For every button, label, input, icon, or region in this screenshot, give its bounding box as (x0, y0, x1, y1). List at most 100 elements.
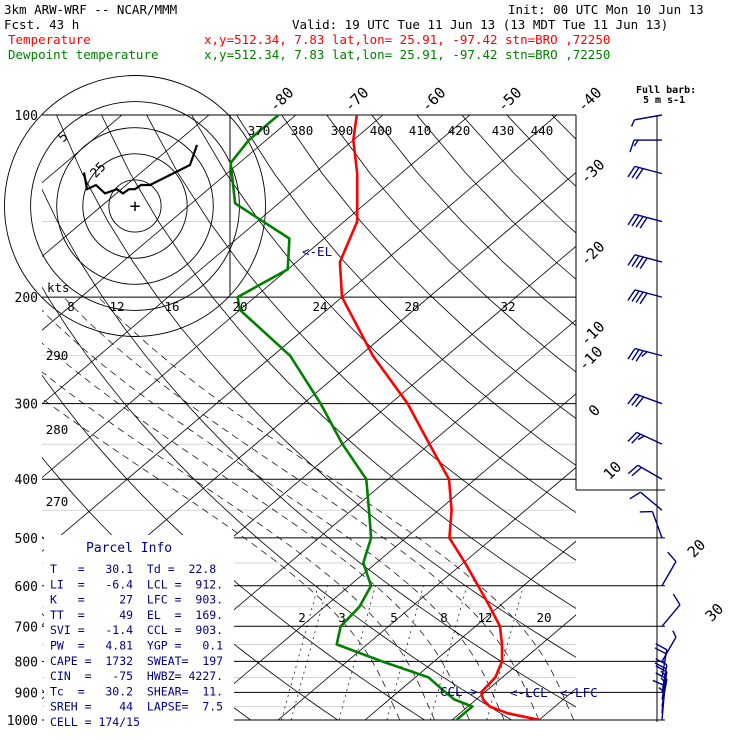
wind-barb-staff (651, 511, 663, 539)
wind-barb-flag (631, 466, 642, 477)
mixing-ratio-line (281, 585, 319, 720)
parcel-info-row: CELL = 174/15 (50, 715, 140, 729)
barb-legend-units: 5 m s-1 (643, 95, 685, 106)
valid-time: Valid: 19 UTC Tue 11 Jun 13 (13 MDT Tue … (292, 17, 668, 32)
parcel-info-row: T = 30.1 Td = 22.8 (50, 562, 216, 576)
wind-barb (627, 347, 663, 362)
wind-barb (627, 289, 663, 305)
isotherm-line (42, 115, 384, 405)
wind-barb-flag (641, 351, 648, 358)
pressure-tick-label: 1000 (7, 714, 38, 729)
pressure-tick-label: 200 (15, 291, 38, 306)
wind-barb-flag (637, 435, 645, 441)
mixing-ratio-label: 8 (440, 610, 448, 625)
wind-barb-staff (637, 464, 663, 480)
wind-barb (627, 464, 663, 480)
hodograph-units-label: kts (47, 280, 70, 295)
temperature-location: x,y=512.34, 7.83 lat,lon= 25.91, -97.42 … (204, 32, 610, 47)
isotherm-line (626, 115, 740, 720)
wind-barb-flag (639, 257, 648, 269)
wind-barb (661, 593, 681, 627)
wind-barb-flag (635, 168, 644, 180)
wind-barb-flag (655, 665, 668, 673)
model-title: 3km ARW-WRF -- NCAR/MMM (4, 2, 177, 17)
dry-adiabat-line (326, 115, 576, 373)
wind-barb (627, 213, 663, 229)
dry-adiabat-line (371, 115, 576, 327)
parcel-info-box (44, 535, 234, 721)
wind-barb-flag (627, 464, 639, 475)
moist-adiabat-line (42, 309, 505, 720)
temperature-series (338, 115, 541, 720)
isotherm-top-label: -80 (266, 84, 298, 116)
wind-barb (629, 139, 662, 153)
mixing-ratio-line (290, 585, 328, 720)
mixing-ratio-label: 12 (477, 610, 492, 625)
wind-barb-flag (635, 256, 644, 268)
wind-barb-flag (655, 643, 668, 651)
parcel-info-row: K = 27 LFC = 903. (50, 593, 223, 607)
wind-barb-staff (634, 213, 663, 223)
wind-barb (627, 165, 663, 180)
isotherm-top-label: -40 (574, 84, 606, 116)
wind-barb-flag (631, 214, 640, 227)
wind-barb-flag (667, 551, 677, 562)
hodograph-speed-label: 24 (312, 299, 327, 314)
wind-barb-flag (627, 165, 636, 178)
isotherm-line (713, 115, 740, 720)
isotherm-line (42, 115, 471, 479)
wind-barb-staff (634, 114, 663, 121)
dry-adiabat-line (236, 115, 576, 466)
wind-barb (627, 254, 663, 269)
hodograph-ring (82, 153, 188, 259)
theta-e-label: 440 (531, 123, 554, 138)
mixing-ratio-label: 5 (390, 610, 398, 625)
dewpoint-legend-label: Dewpoint temperature (8, 47, 159, 62)
dry-adiabat-line (416, 115, 576, 280)
hodograph-ring (4, 75, 266, 337)
dry-adiabat-line (551, 115, 576, 140)
hodograph-ring (56, 127, 214, 285)
isotherm-line (42, 115, 297, 331)
hodograph-speed-label: 20 (232, 299, 247, 314)
theta-e-label: 370 (248, 123, 271, 138)
mixing-ratio-line (386, 585, 424, 720)
theta-e-label: 410 (409, 123, 432, 138)
hodograph-speed-label: 16 (164, 299, 179, 314)
wind-barb-flag (639, 292, 648, 305)
lcl-marker: <-LCL (510, 685, 548, 700)
ccl-marker: CCL-> (440, 684, 478, 699)
wind-barb-flag (672, 630, 677, 638)
wind-barb-flag (635, 350, 644, 362)
wind-barb-staff (634, 165, 663, 175)
moist-adiabat-line (98, 296, 575, 720)
pressure-tick-label: 100 (15, 109, 38, 124)
init-time: Init: 00 UTC Mon 10 Jun 13 (508, 2, 704, 17)
plot-frame (229, 115, 665, 722)
wind-barb-flag (627, 348, 636, 360)
wind-barb (639, 510, 663, 539)
hodograph-trace (82, 144, 199, 195)
mixing-ratio-line (429, 585, 468, 720)
mixing-ratio-line (486, 585, 524, 720)
hodograph-speed-label: 12 (109, 299, 124, 314)
hodograph-speed-label: 32 (500, 299, 515, 314)
wind-barb-flag (627, 213, 636, 226)
dry-adiabat-line (461, 115, 576, 234)
isotherm-line (364, 540, 576, 720)
wind-barb-staff (634, 347, 663, 357)
dry-adiabat-line (687, 115, 740, 720)
wind-barb-flag (631, 395, 641, 406)
hodograph-speed-label: 8 (67, 299, 75, 314)
forecast-hour: Fcst. 43 h (4, 17, 79, 32)
hodograph-speed-label: 28 (404, 299, 419, 314)
wind-barb-staff (661, 604, 681, 627)
parcel-info-row: SREH = 44 LAPSE= 7.5 (50, 700, 223, 714)
wind-barb-staff (661, 561, 677, 587)
dewpoint-line (229, 115, 474, 720)
theta-label: 290 (46, 348, 69, 363)
wind-barb (627, 431, 663, 445)
parcel-info-row: PW = 4.81 YGP = 0.1 (50, 639, 223, 653)
isotherm-top-label: -70 (341, 84, 373, 116)
